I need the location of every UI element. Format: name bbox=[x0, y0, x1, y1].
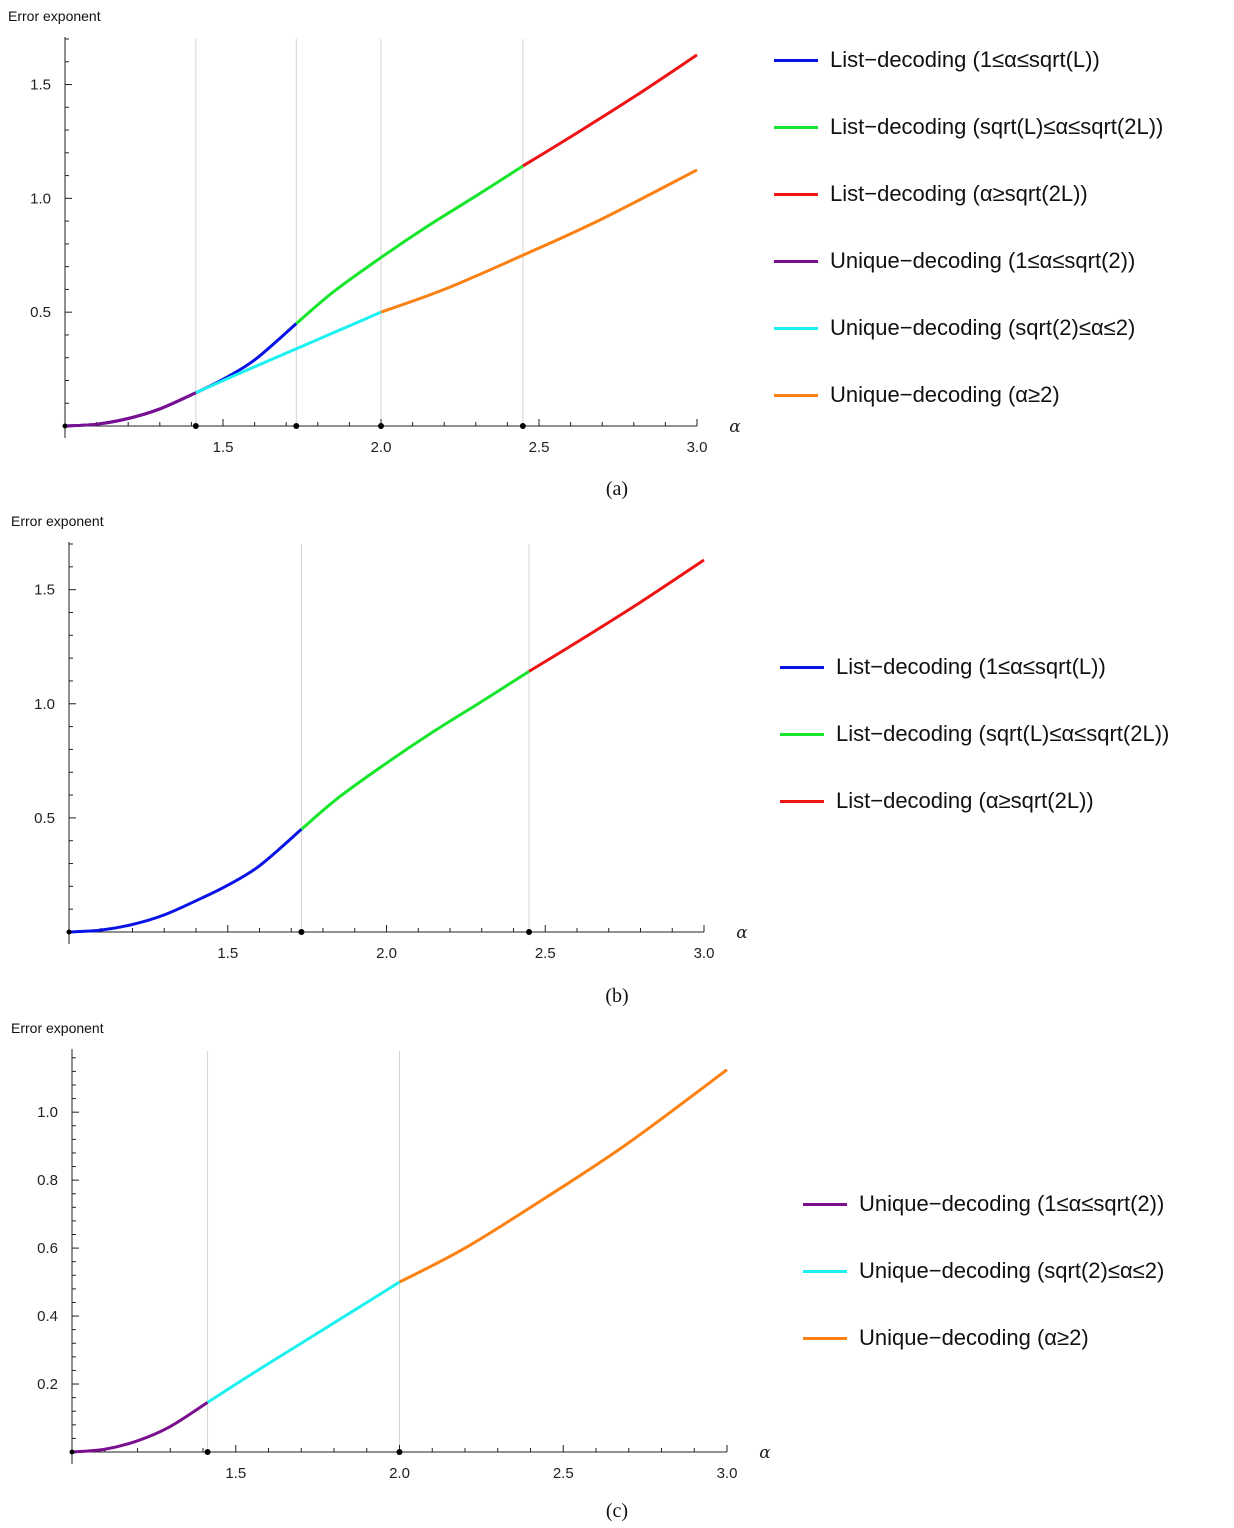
x-tick-label: 1.5 bbox=[217, 945, 238, 962]
series-line bbox=[300, 670, 530, 831]
y-tick-label: 1.5 bbox=[34, 582, 55, 599]
origin-point-marker bbox=[69, 1449, 75, 1455]
legend-swatch bbox=[803, 1269, 847, 1273]
legend-entry: List−decoding (1≤α≤sqrt(L)) bbox=[774, 47, 1163, 72]
x-axis-title: α bbox=[759, 1443, 771, 1463]
legend-entry: Unique−decoding (α≥2) bbox=[803, 1325, 1164, 1350]
y-axis-title: Error exponent bbox=[11, 1020, 104, 1036]
axis-point-marker bbox=[293, 423, 300, 429]
legend: Unique−decoding (1≤α≤sqrt(2)) Unique−deco… bbox=[803, 1191, 1165, 1350]
legend-label: Unique−decoding (sqrt(2)≤α≤2) bbox=[859, 1258, 1165, 1283]
y-axis-title: Error exponent bbox=[11, 513, 104, 529]
legend-swatch bbox=[774, 58, 818, 62]
legend-swatch bbox=[774, 259, 818, 263]
legend-swatch bbox=[774, 393, 818, 397]
legend-label: Unique−decoding (1≤α≤sqrt(2)) bbox=[830, 248, 1136, 273]
y-tick-label: 0.4 bbox=[37, 1308, 58, 1325]
legend-entry: List−decoding (α≥sqrt(2L)) bbox=[774, 181, 1163, 206]
axis-point-marker bbox=[519, 423, 526, 429]
legend-swatch bbox=[774, 192, 818, 196]
legend-label: Unique−decoding (α≥2) bbox=[830, 382, 1060, 407]
y-tick-label: 1.0 bbox=[37, 1104, 58, 1121]
x-tick-label: 1.5 bbox=[225, 1465, 246, 1482]
legend-entry: Unique−decoding (α≥2) bbox=[774, 382, 1163, 407]
series-line bbox=[64, 391, 197, 428]
legend-label: Unique−decoding (sqrt(2)≤α≤2) bbox=[830, 315, 1136, 340]
series-line bbox=[398, 1068, 728, 1284]
chart-panel-a: Error exponent 1.5 2.0 2.5 3.0 0.5 1.0 1.5 α Li… bbox=[0, 0, 1234, 500]
y-axis-title: Error exponent bbox=[8, 8, 101, 24]
legend: List−decoding (1≤α≤sqrt(L)) List−decoding… bbox=[774, 47, 1164, 407]
y-tick-label: 1.5 bbox=[30, 77, 51, 94]
legend-entry: Unique−decoding (1≤α≤sqrt(2)) bbox=[803, 1191, 1165, 1216]
figure-caption: (c) bbox=[605, 1500, 629, 1522]
legend-swatch bbox=[780, 799, 824, 803]
legend-entry: List−decoding (sqrt(L)≤α≤sqrt(2L)) bbox=[774, 114, 1164, 139]
series-line bbox=[528, 558, 705, 673]
axis-point-marker bbox=[192, 423, 199, 429]
x-tick-label: 2.0 bbox=[376, 945, 397, 962]
y-tick-label: 1.0 bbox=[30, 190, 51, 207]
axis-point-marker bbox=[526, 929, 533, 935]
x-tick-label: 3.0 bbox=[687, 439, 708, 456]
legend-swatch bbox=[780, 732, 824, 736]
legend-label: List−decoding (α≥sqrt(2L)) bbox=[836, 788, 1094, 813]
x-tick-label: 2.5 bbox=[553, 1465, 574, 1482]
legend-label: List−decoding (α≥sqrt(2L)) bbox=[830, 181, 1088, 206]
series-line bbox=[522, 53, 698, 168]
legend-label: List−decoding (sqrt(L)≤α≤sqrt(2L)) bbox=[830, 114, 1164, 139]
axis-point-marker bbox=[298, 929, 305, 935]
y-tick-label: 0.5 bbox=[34, 810, 55, 827]
figure-caption: (b) bbox=[605, 985, 629, 1007]
legend-entry: List−decoding (α≥sqrt(2L)) bbox=[780, 788, 1169, 813]
plot-area: 1.5 2.0 2.5 3.0 0.5 1.0 1.5 α bbox=[34, 542, 748, 962]
series-line bbox=[206, 1280, 401, 1404]
legend-entry: List−decoding (sqrt(L)≤α≤sqrt(2L)) bbox=[780, 721, 1170, 746]
legend-entry: Unique−decoding (sqrt(2)≤α≤2) bbox=[774, 315, 1163, 340]
series-line bbox=[195, 310, 382, 395]
legend-swatch bbox=[774, 326, 818, 330]
series-line bbox=[68, 828, 303, 934]
x-tick-label: 3.0 bbox=[717, 1465, 738, 1482]
axis-point-marker bbox=[378, 423, 384, 429]
figure-caption: (a) bbox=[605, 478, 629, 500]
x-axis-title: α bbox=[736, 923, 748, 943]
legend-swatch bbox=[780, 665, 824, 669]
legend-swatch bbox=[774, 125, 818, 129]
axis-point-marker bbox=[396, 1449, 403, 1455]
legend-entry: Unique−decoding (sqrt(2)≤α≤2) bbox=[803, 1258, 1165, 1283]
y-tick-label: 0.5 bbox=[30, 304, 51, 321]
series-line bbox=[295, 164, 524, 325]
x-tick-label: 2.5 bbox=[529, 439, 550, 456]
y-tick-label: 0.8 bbox=[37, 1172, 58, 1189]
x-axis-title: α bbox=[729, 417, 741, 437]
origin-point-marker bbox=[62, 423, 68, 429]
legend-label: Unique−decoding (α≥2) bbox=[859, 1325, 1089, 1350]
x-tick-label: 2.0 bbox=[371, 439, 392, 456]
axis-point-marker bbox=[204, 1449, 211, 1455]
series-line bbox=[71, 1401, 209, 1454]
x-tick-label: 1.5 bbox=[213, 439, 234, 456]
y-tick-label: 1.0 bbox=[34, 696, 55, 713]
legend-label: Unique−decoding (1≤α≤sqrt(2)) bbox=[859, 1191, 1165, 1216]
x-tick-label: 3.0 bbox=[694, 945, 715, 962]
chart-panel-b: Error exponent 1.5 2.0 2.5 3.0 0.5 1.0 1.5 α Li… bbox=[11, 513, 1170, 1007]
y-tick-label: 0.6 bbox=[37, 1240, 58, 1257]
legend-label: List−decoding (1≤α≤sqrt(L)) bbox=[836, 654, 1106, 679]
y-tick-label: 0.2 bbox=[37, 1376, 58, 1393]
legend-swatch bbox=[803, 1336, 847, 1340]
legend-entry: Unique−decoding (1≤α≤sqrt(2)) bbox=[774, 248, 1163, 273]
legend: List−decoding (1≤α≤sqrt(L)) List−decoding… bbox=[780, 654, 1170, 813]
x-tick-label: 2.5 bbox=[535, 945, 556, 962]
legend-label: List−decoding (1≤α≤sqrt(L)) bbox=[830, 47, 1100, 72]
legend-label: List−decoding (sqrt(L)≤α≤sqrt(2L)) bbox=[836, 721, 1170, 746]
x-tick-label: 2.0 bbox=[389, 1465, 410, 1482]
series-line bbox=[380, 168, 698, 314]
plot-area: 1.5 2.0 2.5 3.0 0.5 1.0 1.5 α bbox=[30, 37, 741, 456]
legend-swatch bbox=[803, 1202, 847, 1206]
origin-point-marker bbox=[66, 929, 72, 935]
legend-entry: List−decoding (1≤α≤sqrt(L)) bbox=[780, 654, 1169, 679]
